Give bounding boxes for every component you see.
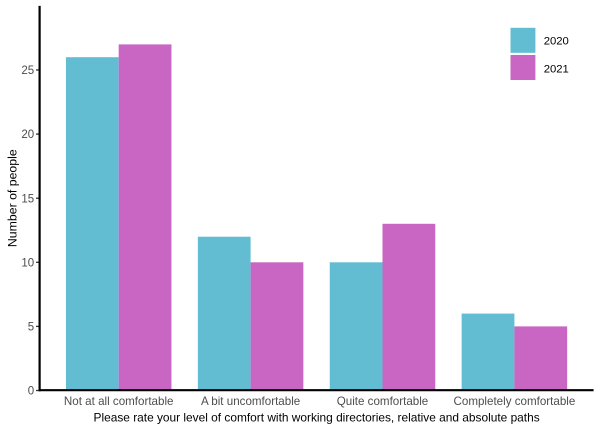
svg-text:5: 5 [28, 322, 34, 334]
svg-text:Quite comfortable: Quite comfortable [337, 395, 429, 408]
svg-text:Number of people: Number of people [5, 149, 19, 247]
svg-text:10: 10 [21, 257, 34, 269]
svg-text:Not at all comfortable: Not at all comfortable [64, 395, 174, 408]
svg-text:15: 15 [21, 193, 34, 205]
svg-text:0: 0 [28, 386, 34, 398]
svg-text:25: 25 [21, 65, 34, 77]
svg-text:2021: 2021 [544, 64, 569, 76]
svg-text:Completely comfortable: Completely comfortable [454, 395, 576, 408]
svg-text:Please rate your level of comf: Please rate your level of comfort with w… [94, 410, 540, 424]
svg-text:2020: 2020 [544, 36, 569, 48]
svg-text:20: 20 [21, 129, 34, 141]
svg-text:A bit uncomfortable: A bit uncomfortable [201, 395, 300, 408]
